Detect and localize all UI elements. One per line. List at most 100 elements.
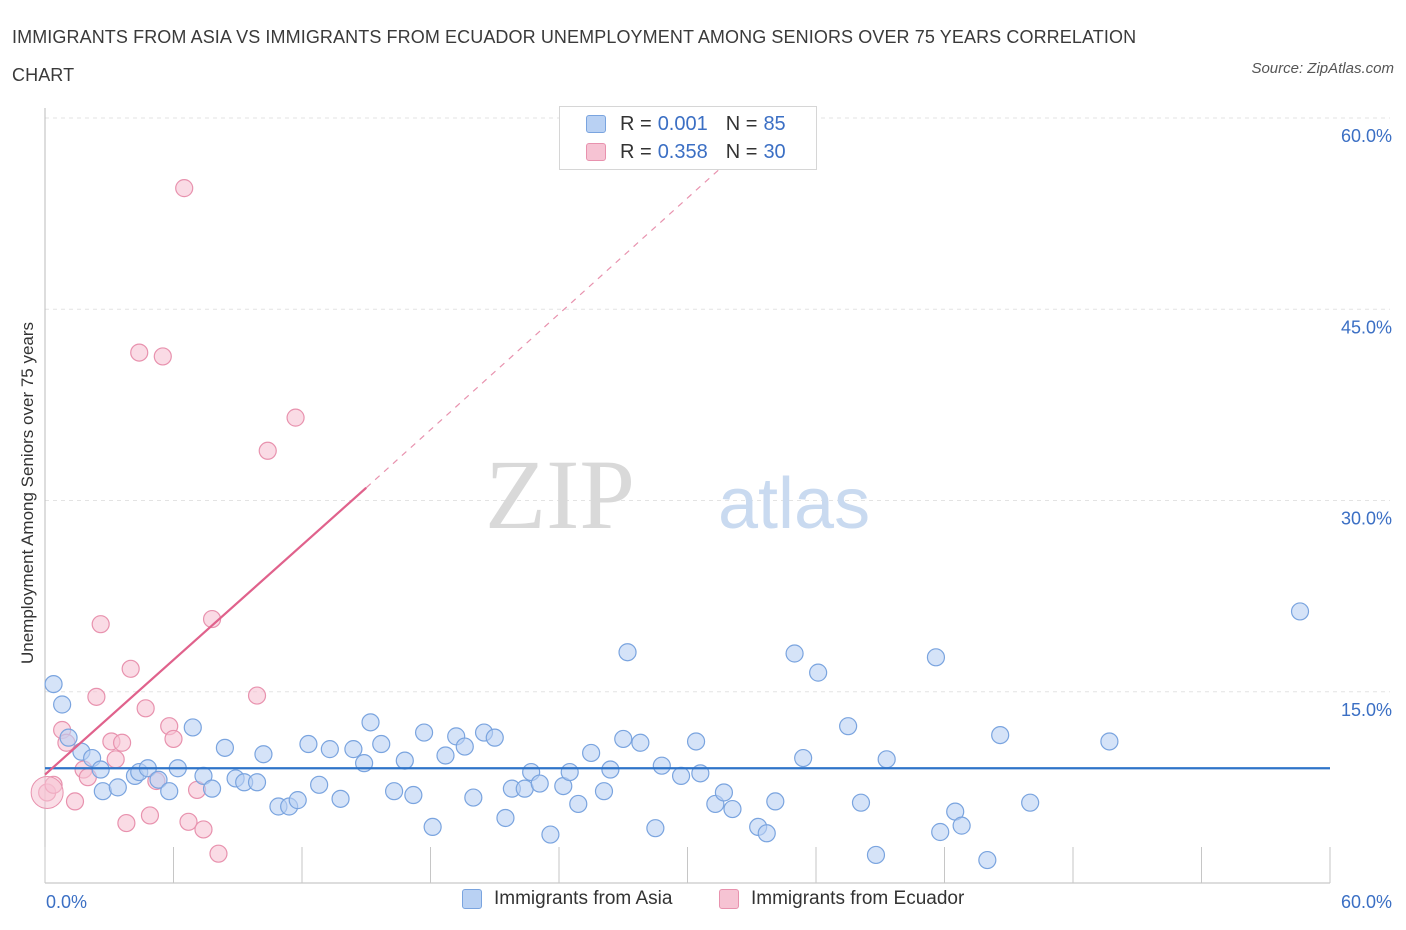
data-point-ecuador (112, 733, 132, 752)
data-point-asia (646, 819, 665, 838)
legend-label-ecuador: Immigrants from Ecuador (751, 888, 965, 909)
data-point-ecuador (140, 806, 160, 825)
data-point-asia (952, 816, 971, 835)
data-point-ecuador (130, 343, 149, 362)
data-point-asia (594, 782, 614, 801)
data-point-asia (215, 738, 234, 757)
trendline-ecuador-extension (365, 168, 721, 489)
data-point-asia (541, 825, 560, 844)
legend-row-ecuador: R = 0.358 N = 30 (586, 139, 786, 165)
data-point-asia (723, 799, 742, 819)
legend-label-asia: Immigrants from Asia (494, 888, 673, 909)
watermark: ZIP atlas (485, 439, 870, 550)
data-point-asia (310, 775, 329, 794)
data-point-ecuador (121, 659, 140, 678)
data-point-asia (331, 789, 350, 808)
data-point-asia (794, 748, 813, 768)
legend-swatch-ecuador (719, 889, 739, 909)
data-point-asia (1021, 793, 1040, 812)
data-point-asia (455, 737, 474, 756)
data-point-asia (436, 746, 455, 765)
data-point-asia (59, 728, 78, 747)
legend-n-value: 85 (763, 112, 786, 135)
series-asia-points (44, 602, 1310, 870)
data-point-ecuador (136, 699, 155, 718)
data-point-asia (395, 751, 414, 770)
data-point-asia (320, 740, 339, 759)
data-point-asia (978, 850, 997, 870)
data-point-asia (569, 794, 588, 814)
data-point-ecuador (258, 441, 277, 460)
tick-labels: 15.0% 30.0% 45.0% 60.0% 0.0% 60.0% (46, 126, 1392, 912)
legend-r-label: R = (620, 112, 652, 135)
y-tick-label: 45.0% (1341, 317, 1392, 337)
data-point-asia (926, 648, 946, 667)
data-point-ecuador (286, 408, 305, 427)
legend-r-value: 0.001 (657, 112, 708, 135)
data-point-ecuador (175, 179, 194, 198)
legend-swatch-asia (462, 889, 482, 909)
data-point-ecuador (179, 812, 198, 831)
data-point-asia (288, 791, 307, 810)
data-point-ecuador (194, 820, 213, 839)
data-point-asia (686, 732, 706, 751)
data-point-asia (766, 792, 785, 811)
data-point-asia (404, 785, 423, 805)
data-point-asia (839, 717, 858, 736)
source-label: Source: ZipAtlas.com (1251, 60, 1394, 77)
series-legend: Immigrants from Asia Immigrants from Ecu… (0, 888, 1406, 916)
grid-layer (45, 117, 1390, 693)
data-point-ecuador (153, 347, 172, 366)
data-point-ecuador (247, 686, 267, 705)
chart-title: IMMIGRANTS FROM ASIA VS IMMIGRANTS FROM … (12, 27, 1137, 85)
data-point-asia (1100, 732, 1119, 751)
data-point-ecuador-large (30, 775, 64, 809)
legend-swatch-ecuador (586, 143, 606, 161)
data-point-asia (866, 845, 886, 865)
data-point-asia (93, 782, 112, 801)
data-point-asia (464, 788, 483, 807)
y-axis-label: Unemployment Among Seniors over 75 years (18, 322, 37, 664)
data-point-asia (530, 774, 549, 793)
data-point-ecuador (209, 844, 228, 863)
data-point-asia (254, 745, 273, 764)
data-point-asia (414, 723, 434, 742)
data-point-asia (496, 808, 515, 828)
legend-n-label: N = (725, 112, 758, 135)
data-point-asia (1290, 602, 1310, 621)
watermark-atlas: atlas (718, 464, 870, 544)
data-point-ecuador (65, 792, 85, 811)
data-point-asia (785, 644, 804, 663)
data-point-asia (149, 770, 168, 789)
legend-r-value: 0.358 (657, 140, 708, 163)
data-point-asia (614, 729, 633, 749)
data-point-asia (618, 643, 637, 662)
legend-item-asia[interactable]: Immigrants from Asia (462, 888, 672, 910)
data-point-asia (53, 695, 72, 714)
data-point-asia (361, 713, 380, 732)
legend-n-label: N = (725, 140, 758, 163)
data-point-asia (652, 756, 671, 775)
legend-swatch-asia (586, 115, 606, 133)
data-point-asia (247, 773, 267, 792)
y-tick-label: 60.0% (1341, 126, 1392, 146)
data-point-asia (108, 778, 127, 797)
watermark-zip: ZIP (485, 439, 635, 550)
data-point-asia (809, 663, 828, 682)
data-point-asia (160, 782, 179, 801)
data-point-asia (671, 766, 691, 786)
data-point-asia (372, 734, 391, 754)
data-point-asia (344, 740, 363, 759)
data-point-ecuador (87, 687, 106, 706)
data-point-asia (931, 822, 950, 842)
legend-n-value: 30 (763, 140, 786, 163)
data-point-asia (91, 760, 110, 779)
trend-layer (44, 168, 1330, 776)
data-point-asia (757, 824, 776, 843)
legend-item-ecuador[interactable]: Immigrants from Ecuador (719, 888, 964, 910)
x-tick-label: 60.0% (1341, 892, 1392, 912)
legend-row-asia: R = 0.001 N = 85 (586, 111, 786, 137)
data-point-asia (991, 725, 1010, 745)
data-point-ecuador (106, 750, 125, 769)
